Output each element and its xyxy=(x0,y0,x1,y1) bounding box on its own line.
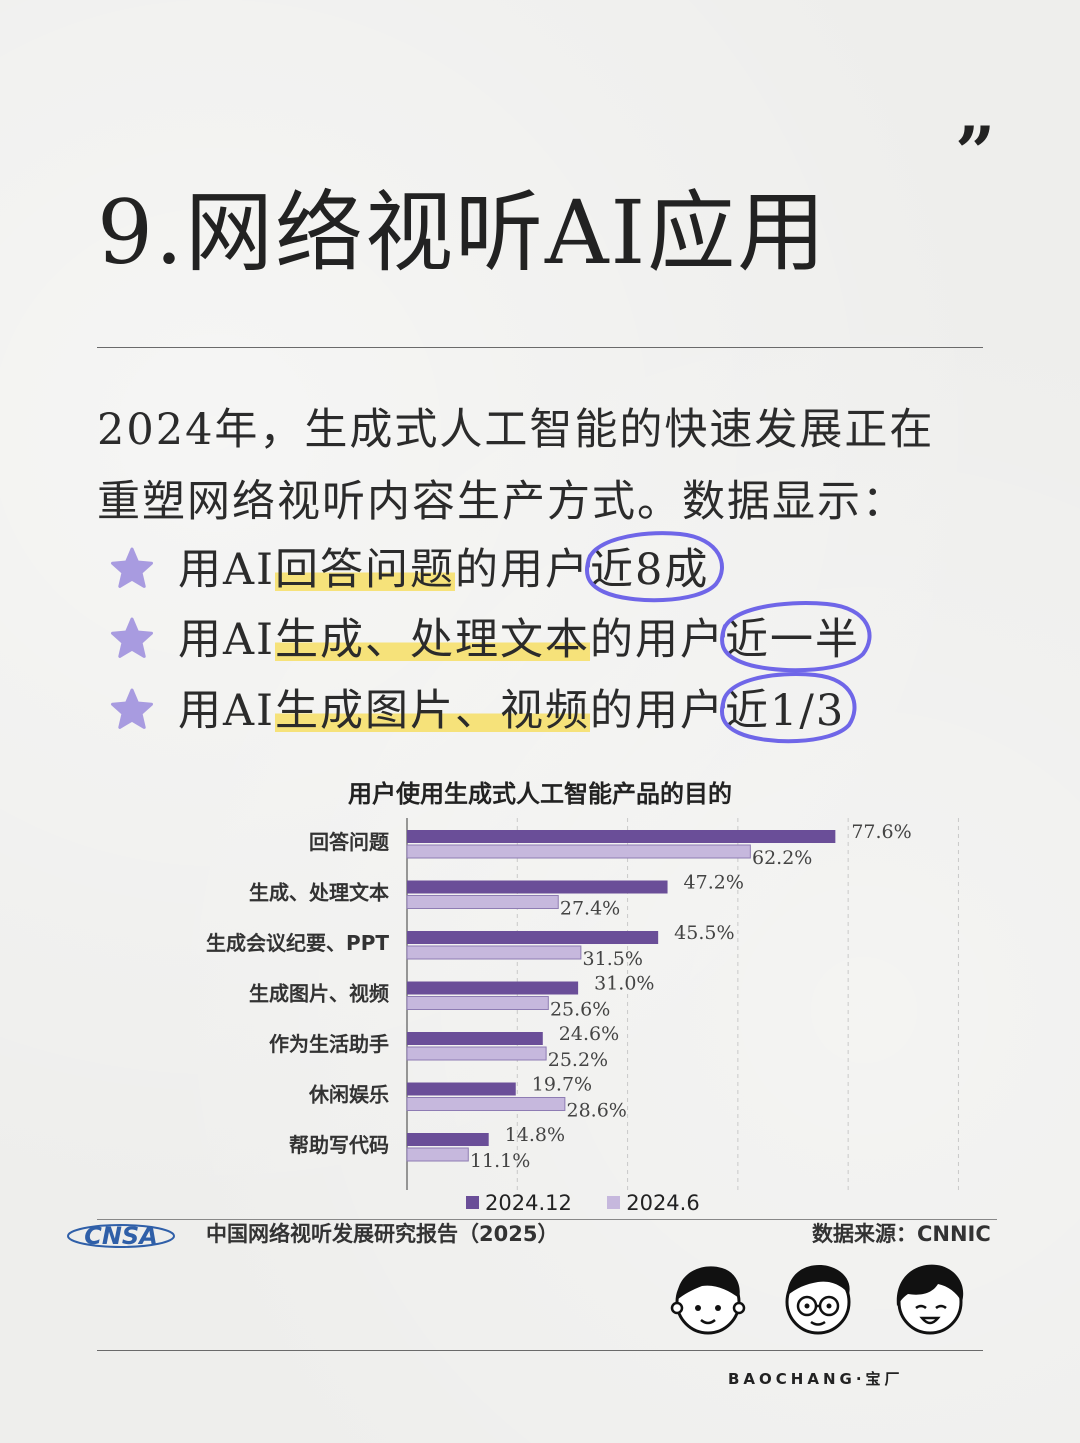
bullet-prefix: 用AI xyxy=(178,615,276,665)
bar-2024-6 xyxy=(406,945,582,960)
quote-mark: ” xyxy=(955,111,996,194)
data-label: 77.6% xyxy=(851,821,911,843)
bullet-middle: 的用户 xyxy=(590,615,726,665)
bar-2024-12 xyxy=(407,1032,543,1045)
data-label: 25.6% xyxy=(550,999,610,1021)
bar-2024-6 xyxy=(406,1046,547,1061)
data-source: 数据来源：CNNIC xyxy=(812,1222,991,1246)
bullet-answer-questions: 用AI回答问题的用户 近8成 xyxy=(108,531,724,603)
circled-figure: 近8成 xyxy=(585,531,724,603)
category-label: 生成、处理文本 xyxy=(249,881,389,905)
bullet-middle: 的用户 xyxy=(455,545,591,595)
bar-2024-6 xyxy=(406,844,751,859)
data-label: 28.6% xyxy=(567,1100,627,1122)
intro-text: 2024年，生成式人工智能的快速发展正在 重塑网络视听内容生产方式。数据显示： xyxy=(97,394,997,538)
intro-line-2: 重塑网络视听内容生产方式。数据显示： xyxy=(97,477,907,527)
data-label: 45.5% xyxy=(674,922,734,944)
bar-2024-12 xyxy=(407,830,836,843)
report-name: 中国网络视听发展研究报告（2025） xyxy=(206,1222,559,1246)
bullet-middle: 的用户 xyxy=(590,686,726,736)
data-label: 62.2% xyxy=(752,847,812,869)
face-icon xyxy=(670,1266,746,1335)
bullet-prefix: 用AI xyxy=(178,686,276,736)
intro-line-1: 2024年，生成式人工智能的快速发展正在 xyxy=(97,405,935,455)
page-title: 9.网络视听AI应用 xyxy=(97,181,828,284)
data-label: 31.0% xyxy=(594,973,654,995)
category-label: 回答问题 xyxy=(309,830,390,854)
category-label: 生成图片、视频 xyxy=(249,982,389,1006)
bar-2024-12 xyxy=(407,880,668,894)
hand-drawn-circle-icon xyxy=(720,601,872,673)
svg-text:CNSA: CNSA xyxy=(84,1222,158,1250)
data-label: 27.4% xyxy=(560,898,620,920)
bar-2024-12 xyxy=(407,981,579,995)
bar-2024-6 xyxy=(406,1097,566,1111)
chart-title: 用户使用生成式人工智能产品的目的 xyxy=(348,780,732,808)
cartoon-faces xyxy=(670,1264,964,1335)
hand-drawn-circle-icon xyxy=(585,531,724,603)
legend-label-2024-6: 2024.6 xyxy=(626,1191,700,1215)
bar-2024-6 xyxy=(406,996,549,1010)
bullet-highlight: 生成、处理文本 xyxy=(275,615,591,665)
face-smile-icon xyxy=(896,1264,964,1335)
face-glasses-icon xyxy=(785,1265,851,1335)
bullet-text-generation: 用AI生成、处理文本的用户 近一半 xyxy=(108,601,872,673)
star-icon xyxy=(111,688,153,729)
bar-2024-12 xyxy=(407,931,659,944)
bullet-highlight: 回答问题 xyxy=(275,545,456,595)
bullet-highlight: 生成图片、视频 xyxy=(275,686,591,736)
chart-legend: 2024.12 2024.6 xyxy=(466,1191,700,1215)
hand-drawn-circle-icon xyxy=(720,672,857,744)
source-divider xyxy=(97,1219,997,1220)
data-label: 25.2% xyxy=(548,1049,608,1071)
bar-2024-6 xyxy=(406,895,559,909)
bar-2024-12 xyxy=(407,1133,489,1146)
bullet-prefix: 用AI xyxy=(178,545,276,595)
category-label: 生成会议纪要、PPT xyxy=(206,931,389,955)
data-label: 11.1% xyxy=(470,1150,530,1172)
title-divider xyxy=(97,347,983,348)
data-label: 19.7% xyxy=(532,1074,592,1096)
data-label: 47.2% xyxy=(684,872,744,894)
circled-figure: 近1/3 xyxy=(720,672,857,744)
category-label: 作为生活助手 xyxy=(269,1032,389,1056)
bullet-image-video: 用AI生成图片、视频的用户 近1/3 xyxy=(108,672,857,744)
star-icon xyxy=(111,617,153,658)
bar-2024-12 xyxy=(407,1082,516,1096)
circled-figure: 近一半 xyxy=(720,601,872,673)
star-icon xyxy=(111,547,153,588)
brand-mark: BAOCHANG·宝厂 xyxy=(728,1370,904,1388)
footer-divider xyxy=(97,1350,983,1351)
legend-swatch-dark xyxy=(466,1195,479,1209)
category-label: 休闲娱乐 xyxy=(308,1083,389,1107)
cnsa-logo: CNSA xyxy=(67,1222,175,1250)
data-label: 24.6% xyxy=(559,1023,619,1045)
category-label: 帮助写代码 xyxy=(289,1133,389,1157)
data-label: 14.8% xyxy=(505,1124,565,1146)
bar-chart: 回答问题 77.6% 62.2% 生成、处理文本 47.2% 27.4% 生成会议纪要、PP… xyxy=(206,818,959,1190)
legend-swatch-light xyxy=(607,1195,621,1209)
bar-2024-6 xyxy=(406,1147,469,1162)
data-label: 31.5% xyxy=(583,948,643,970)
legend-label-2024-12: 2024.12 xyxy=(485,1191,572,1215)
